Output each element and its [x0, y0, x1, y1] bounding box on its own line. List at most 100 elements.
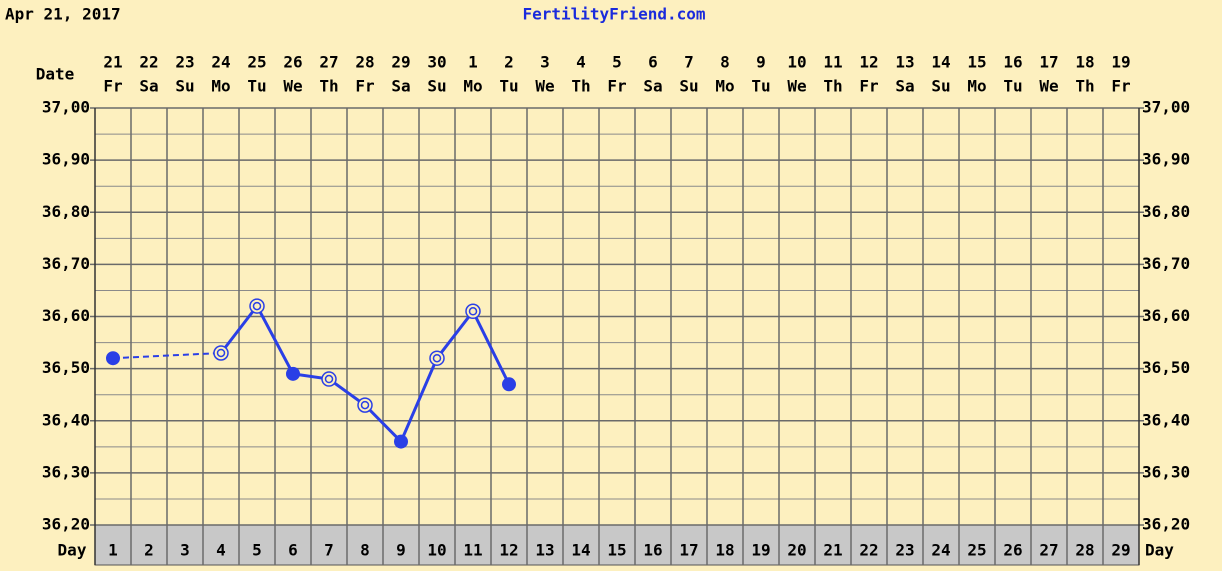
weekday-label: Th	[571, 77, 590, 96]
date-label: 24	[211, 53, 230, 72]
date-label: 30	[427, 53, 446, 72]
point-open	[465, 303, 481, 320]
day-number: 12	[499, 541, 518, 560]
date-label: 25	[247, 53, 266, 72]
date-label: 1	[468, 53, 478, 72]
weekday-label: Tu	[1003, 77, 1022, 96]
point-open-inner	[468, 307, 478, 316]
day-number: 24	[931, 541, 950, 560]
date-label: 28	[355, 53, 374, 72]
day-number: 23	[895, 541, 914, 560]
weekday-label: We	[535, 77, 554, 96]
date-label: 19	[1111, 53, 1130, 72]
day-number: 15	[607, 541, 626, 560]
day-number: 22	[859, 541, 878, 560]
weekday-label: Sa	[895, 77, 914, 96]
date-label: 2	[504, 53, 514, 72]
date-label: 7	[684, 53, 694, 72]
day-number: 20	[787, 541, 806, 560]
y-tick-label: 36,20	[42, 515, 90, 534]
date-label: 3	[540, 53, 550, 72]
weekday-label: Fr	[355, 77, 374, 96]
weekday-label: We	[283, 77, 302, 96]
point-open	[321, 371, 337, 387]
day-number: 29	[1111, 541, 1130, 560]
date-label: 17	[1039, 53, 1058, 72]
date-label: 12	[859, 53, 878, 72]
y-tick-label: 36,50	[42, 358, 90, 377]
date-heading: Apr 21, 2017	[5, 5, 121, 24]
day-number: 27	[1039, 541, 1058, 560]
gap-bridge	[112, 351, 222, 360]
date-label: 6	[648, 53, 658, 72]
date-label: Date	[36, 65, 75, 84]
weekday-label: Fr	[607, 77, 626, 96]
date-label: 16	[1003, 53, 1022, 72]
point-open-inner	[360, 400, 370, 410]
day-number: 7	[324, 541, 334, 560]
day-number: 3	[180, 541, 190, 560]
weekday-label: We	[787, 77, 806, 96]
day-number: 13	[535, 541, 554, 560]
weekday-label: Tu	[751, 77, 770, 96]
date-label: 9	[756, 53, 766, 72]
weekday-label: Sa	[139, 77, 158, 96]
day-number: 11	[463, 541, 482, 560]
day-label-right: Day	[1145, 541, 1174, 560]
y-tick-label-right: 36,50	[1142, 358, 1190, 377]
weekday-label: Th	[319, 77, 338, 96]
y-tick-label-right: 36,70	[1142, 254, 1190, 273]
weekday-label: Tu	[247, 77, 266, 96]
date-label: 11	[823, 53, 842, 72]
weekday-label: Th	[823, 77, 842, 96]
date-label: 5	[612, 53, 622, 72]
day-number: 14	[571, 541, 590, 560]
day-number: 5	[252, 541, 262, 560]
y-tick-label: 37,00	[42, 98, 90, 117]
point-open	[357, 397, 373, 413]
weekday-label: Mo	[211, 77, 230, 96]
y-tick-label-right: 36,20	[1142, 515, 1190, 534]
y-tick-label-right: 36,80	[1142, 202, 1190, 221]
point-filled	[106, 351, 120, 366]
weekday-label: Fr	[859, 77, 878, 96]
weekday-label: Mo	[463, 77, 482, 96]
date-label: 29	[391, 53, 410, 72]
point-filled	[286, 366, 300, 381]
weekday-label: Fr	[1111, 77, 1130, 96]
day-number: 28	[1075, 541, 1094, 560]
point-open-inner	[324, 374, 334, 384]
date-label: 8	[720, 53, 730, 72]
weekday-label: Su	[427, 77, 446, 96]
weekday-label: We	[1039, 77, 1058, 96]
day-band	[94, 524, 1140, 566]
y-tick-label: 36,90	[42, 150, 90, 169]
date-label: 15	[967, 53, 986, 72]
y-tick-label-right: 36,30	[1142, 462, 1190, 481]
day-number: 18	[715, 541, 734, 560]
weekday-label: Su	[175, 77, 194, 96]
point-filled	[394, 434, 408, 449]
y-tick-label: 36,60	[42, 306, 90, 325]
weekday-label: Su	[931, 77, 950, 96]
y-tick-label-right: 36,90	[1142, 150, 1190, 169]
y-tick-label: 36,80	[42, 202, 90, 221]
point-open	[213, 345, 229, 361]
site-title: FertilityFriend.com	[522, 5, 705, 24]
day-number: 21	[823, 541, 842, 560]
weekday-label: Su	[679, 77, 698, 96]
date-label: 26	[283, 53, 302, 72]
weekday-label: Tu	[499, 77, 518, 96]
day-number: 1	[108, 541, 118, 560]
day-number: 8	[360, 541, 370, 560]
weekday-label: Mo	[715, 77, 734, 96]
day-label: Day	[58, 541, 87, 560]
point-open	[429, 350, 445, 366]
y-tick-label-right: 36,60	[1142, 306, 1190, 325]
date-label: 10	[787, 53, 806, 72]
day-number: 6	[288, 541, 298, 560]
day-number: 4	[216, 541, 226, 560]
y-tick-label-right: 36,40	[1142, 410, 1190, 429]
weekday-label: Sa	[643, 77, 662, 96]
